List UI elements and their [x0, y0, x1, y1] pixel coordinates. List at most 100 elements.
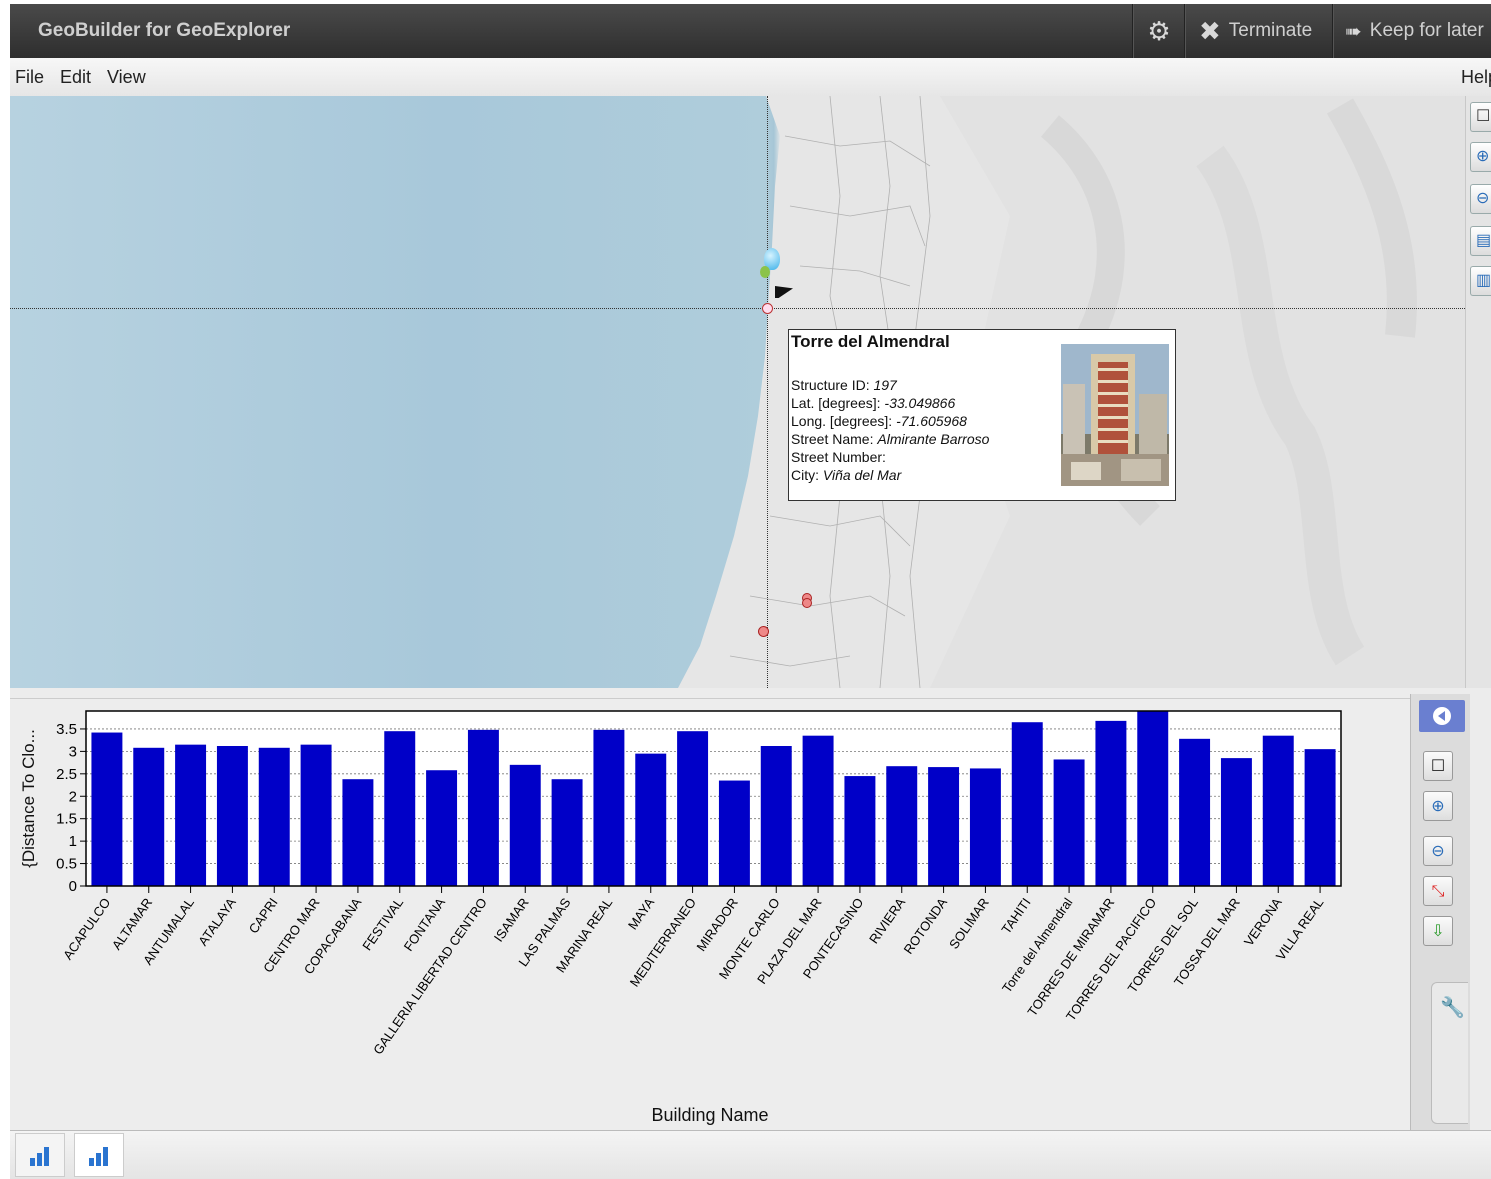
- x-tick-label: FESTIVAL: [359, 895, 406, 953]
- settings-tab[interactable]: 🔧: [1431, 982, 1468, 1124]
- y-tick-label: 2.5: [56, 766, 77, 783]
- chart-bar[interactable]: [426, 770, 458, 886]
- map-view[interactable]: Torre del Almendral Structure ID: 197 La…: [10, 96, 1465, 688]
- y-tick-label: 0.5: [56, 856, 77, 873]
- popup-field-street-name: Street Name: Almirante Barroso: [791, 431, 990, 447]
- chart-bar[interactable]: [1220, 758, 1252, 886]
- export-icon[interactable]: ⇩: [1423, 916, 1453, 946]
- map-terrain: [678, 96, 1465, 688]
- x-tick-label: CAPRI: [246, 895, 281, 936]
- zoom-in-icon[interactable]: ⊕: [1423, 791, 1453, 821]
- point-marker[interactable]: [802, 598, 812, 608]
- legend-icon[interactable]: ▥: [1470, 266, 1491, 296]
- menu-bar: File Edit View Help: [10, 58, 1491, 96]
- map-toolbar: ☐ ⊕ ⊖ ▤ ▥: [1465, 96, 1491, 688]
- popup-fields: Structure ID: 197 Lat. [degrees]: -33.04…: [791, 376, 989, 484]
- chart-bar[interactable]: [1095, 720, 1127, 886]
- y-tick-label: 1.5: [56, 811, 77, 828]
- chart-bar[interactable]: [969, 768, 1001, 886]
- zoom-out-icon[interactable]: ⊖: [1423, 836, 1453, 866]
- chart-tab-2[interactable]: [74, 1133, 124, 1177]
- chart-bar[interactable]: [258, 747, 290, 886]
- reset-zoom-icon[interactable]: ⤡: [1423, 876, 1453, 906]
- x-tick-label: ROTONDA: [901, 895, 951, 957]
- chart-bar[interactable]: [133, 747, 165, 886]
- x-tick-label: MIRADOR: [693, 895, 740, 954]
- chart-bar[interactable]: [1262, 735, 1294, 886]
- app-title: GeoBuilder for GeoExplorer: [38, 20, 291, 41]
- close-icon: ✖: [1199, 15, 1221, 46]
- point-marker[interactable]: [758, 626, 769, 637]
- chart-bar[interactable]: [593, 729, 625, 886]
- chart-bar[interactable]: [1179, 738, 1211, 886]
- chart-bar[interactable]: [384, 731, 416, 886]
- x-axis-label: Building Name: [651, 1105, 768, 1125]
- chart-bar[interactable]: [760, 746, 792, 886]
- keep-for-later-button[interactable]: ➠ Keep for later: [1332, 4, 1491, 58]
- chart-bar[interactable]: [1053, 759, 1085, 886]
- menu-help[interactable]: Help: [1461, 67, 1491, 87]
- popup-field-lat: Lat. [degrees]: -33.049866: [791, 395, 956, 411]
- chart-tab-1[interactable]: [15, 1133, 65, 1177]
- chart-bar[interactable]: [1137, 711, 1169, 886]
- crosshair-vertical: [767, 96, 768, 688]
- chart-bar[interactable]: [1304, 749, 1336, 886]
- x-tick-label: ACAPULCO: [60, 895, 113, 962]
- x-tick-label: RIVIERA: [866, 895, 908, 946]
- chart-bar[interactable]: [928, 767, 960, 886]
- chart-bar[interactable]: [216, 746, 248, 886]
- chart-bar[interactable]: [718, 780, 750, 886]
- menu-edit[interactable]: Edit: [60, 67, 92, 87]
- chart-bar[interactable]: [300, 744, 332, 886]
- map-pin-green-icon[interactable]: [760, 266, 770, 278]
- x-tick-label: ATALAYA: [195, 895, 239, 949]
- zoom-out-icon[interactable]: ⊖: [1470, 184, 1491, 214]
- x-tick-label: MAYA: [625, 895, 658, 932]
- x-tick-label: ALTAMAR: [109, 895, 155, 952]
- chart-bar[interactable]: [91, 732, 123, 886]
- layers-icon[interactable]: ▤: [1470, 226, 1491, 256]
- chart-bar[interactable]: [844, 776, 876, 886]
- select-tool-icon[interactable]: ☐: [1423, 751, 1453, 781]
- menu-view[interactable]: View: [107, 67, 146, 87]
- chart-bar[interactable]: [1011, 722, 1043, 886]
- bar-chart[interactable]: 00.511.522.533.5ACAPULCOALTAMARANTUMALAL…: [10, 699, 1410, 1131]
- popup-field-long: Long. [degrees]: -71.605968: [791, 413, 967, 429]
- collapse-panel-icon[interactable]: [1419, 700, 1465, 732]
- chart-bar[interactable]: [175, 744, 207, 886]
- gear-icon: ⚙: [1147, 15, 1171, 46]
- y-tick-label: 3: [69, 743, 77, 760]
- settings-button[interactable]: ⚙: [1132, 4, 1185, 58]
- x-tick-label: SOLIMAR: [946, 895, 992, 952]
- chart-bar[interactable]: [677, 731, 709, 886]
- info-popup: Torre del Almendral Structure ID: 197 La…: [788, 329, 1176, 501]
- plot-frame: [85, 710, 1342, 887]
- menu-file[interactable]: File: [15, 67, 45, 87]
- x-tick-label: ISAMAR: [491, 895, 532, 944]
- title-bar: GeoBuilder for GeoExplorer ⚙ ✖ Terminate…: [10, 4, 1491, 58]
- y-tick-label: 1: [69, 833, 77, 850]
- x-tick-label: VERONA: [1241, 895, 1285, 949]
- chart-bar[interactable]: [886, 766, 918, 886]
- chart-bar[interactable]: [551, 779, 583, 886]
- zoom-in-icon[interactable]: ⊕: [1470, 142, 1491, 172]
- plot-area: [86, 711, 1341, 886]
- x-tick-label: FONTANA: [401, 895, 449, 954]
- chart-toolbar: ☐ ⊕ ⊖ ⤡ ⇩ 🔧: [1410, 694, 1470, 1130]
- select-tool-icon[interactable]: ☐: [1470, 102, 1491, 132]
- terminate-button[interactable]: ✖ Terminate: [1184, 4, 1332, 58]
- app-window: GeoBuilder for GeoExplorer ⚙ ✖ Terminate…: [10, 4, 1491, 1179]
- building-photo: [1061, 344, 1169, 486]
- chart-bar[interactable]: [342, 779, 374, 886]
- popup-field-structure-id: Structure ID: 197: [791, 377, 897, 393]
- arrow-right-icon: ➠: [1345, 20, 1362, 43]
- y-axis-label: {Distance To Clo...: [19, 729, 38, 868]
- chart-panel: 0 0.5 1 1.5 2 2.5 3 3.5 ACAPULCO ALTAMAR ANTUMALAL…: [10, 698, 1410, 1131]
- chart-bar[interactable]: [802, 735, 834, 886]
- popup-field-street-number: Street Number:: [791, 449, 886, 465]
- chart-bar[interactable]: [467, 729, 499, 886]
- chart-bar[interactable]: [509, 764, 541, 886]
- chart-bar[interactable]: [635, 753, 667, 886]
- selected-point-marker[interactable]: [762, 303, 773, 314]
- map-pin-icon[interactable]: [764, 248, 780, 270]
